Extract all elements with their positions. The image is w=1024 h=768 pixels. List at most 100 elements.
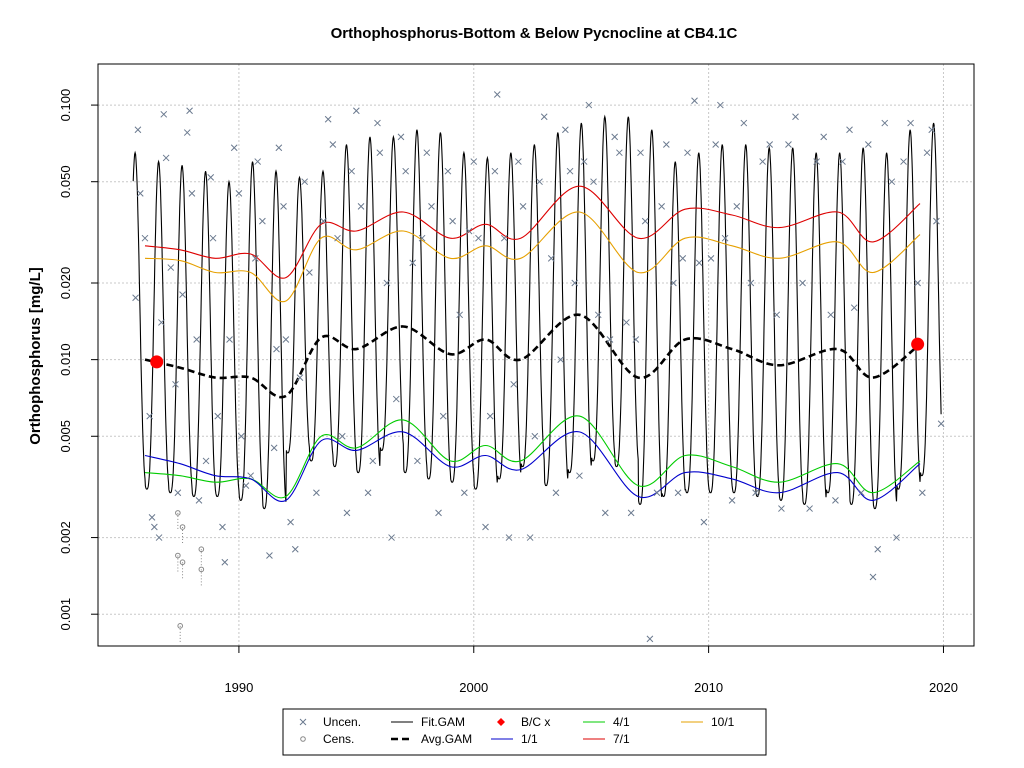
- legend-label: 4/1: [613, 715, 630, 729]
- legend: Uncen. Cens. Fit.GAM Avg.GAM B/C x 1/1 4/1 7/1 1…: [282, 708, 767, 756]
- legend-label: 10/1: [711, 715, 735, 729]
- point-uncen: [146, 412, 154, 420]
- point-uncen: [799, 279, 806, 287]
- point-uncen: [662, 141, 670, 148]
- point-uncen: [928, 126, 936, 134]
- point-uncen: [611, 133, 619, 141]
- point-uncen: [907, 119, 914, 127]
- point-uncen: [850, 304, 858, 312]
- point-uncen: [306, 269, 313, 276]
- legend-label: Avg.GAM: [421, 732, 472, 746]
- point-uncen: [179, 291, 186, 299]
- point-uncen: [778, 505, 785, 512]
- point-uncen: [515, 158, 522, 165]
- y-tick-label: 0.010: [58, 343, 73, 376]
- legend-item-cens: Cens.: [300, 732, 354, 746]
- point-uncen: [414, 457, 421, 465]
- point-uncen: [291, 545, 299, 553]
- point-uncen: [557, 356, 565, 363]
- y-tick-label: 0.002: [58, 521, 73, 554]
- point-uncen: [670, 279, 677, 287]
- point-uncen: [491, 167, 499, 175]
- y-tick-label: 0.001: [58, 598, 73, 631]
- point-uncen: [646, 635, 654, 643]
- legend-label: Fit.GAM: [421, 715, 465, 729]
- point-uncen: [374, 119, 381, 127]
- point-uncen: [923, 149, 931, 157]
- point-uncen: [531, 432, 539, 440]
- point-uncen: [195, 497, 203, 504]
- y-tick-label: 0.100: [58, 89, 73, 122]
- point-uncen: [601, 509, 609, 517]
- point-bc: [150, 355, 164, 369]
- legend-item-avg: Avg.GAM: [391, 732, 472, 746]
- point-uncen: [594, 311, 602, 319]
- point-uncen: [418, 234, 426, 242]
- point-uncen: [632, 336, 640, 343]
- point-uncen: [627, 509, 635, 517]
- point-uncen: [857, 489, 865, 497]
- point-uncen: [188, 190, 196, 197]
- point-uncen: [510, 380, 518, 388]
- point-uncen: [296, 374, 304, 381]
- point-uncen: [482, 523, 489, 531]
- point-uncen: [766, 141, 774, 148]
- point-uncen: [869, 573, 877, 581]
- point-uncen: [827, 311, 835, 319]
- point-uncen: [214, 412, 222, 420]
- point-uncen: [251, 254, 259, 262]
- point-uncen: [641, 217, 649, 225]
- point-uncen: [914, 279, 921, 287]
- point-uncen: [712, 141, 720, 148]
- point-uncen: [679, 254, 687, 262]
- point-uncen: [221, 558, 229, 566]
- legend-item-oct: 10/1: [681, 715, 735, 729]
- points-layer: [132, 91, 945, 643]
- point-uncen: [266, 552, 273, 559]
- legend-symbol: [299, 718, 307, 726]
- point-uncen: [752, 489, 759, 497]
- legend-label: B/C x: [521, 715, 550, 729]
- point-uncen: [388, 534, 395, 541]
- point-uncen: [820, 133, 828, 141]
- axes: 1990 2000 2010 2020 0.001 0.002 0.005 0.010 0.02…: [58, 63, 975, 695]
- point-uncen: [348, 167, 355, 175]
- legend-item-jan: 1/1: [491, 732, 538, 746]
- point-cens: [179, 559, 186, 566]
- point-uncen: [590, 178, 597, 186]
- point-cens: [175, 552, 181, 559]
- point-uncen: [301, 178, 309, 186]
- point-uncen: [259, 217, 266, 225]
- point-bc: [911, 337, 925, 351]
- point-uncen: [717, 101, 724, 109]
- point-uncen: [219, 523, 226, 531]
- point-uncen: [684, 149, 691, 157]
- chart-title: Orthophosphorus-Bottom & Below Pycnoclin…: [331, 25, 738, 42]
- series-oct: [144, 211, 921, 303]
- point-uncen: [397, 133, 405, 141]
- point-uncen: [235, 190, 243, 197]
- point-uncen: [526, 534, 534, 541]
- x-tick-label: 2010: [694, 680, 723, 695]
- point-uncen: [320, 217, 327, 225]
- point-uncen: [392, 395, 400, 403]
- point-uncen: [230, 144, 238, 152]
- point-uncen: [606, 336, 614, 343]
- point-uncen: [247, 472, 255, 480]
- point-uncen: [759, 158, 766, 165]
- point-uncen: [287, 518, 294, 526]
- point-uncen: [500, 234, 508, 242]
- point-uncen: [376, 149, 384, 157]
- point-uncen: [547, 254, 555, 262]
- point-uncen: [888, 178, 896, 186]
- point-uncen: [585, 101, 593, 109]
- point-uncen: [566, 167, 574, 175]
- point-uncen: [444, 167, 452, 175]
- point-cens: [198, 566, 205, 573]
- point-uncen: [461, 489, 468, 497]
- point-uncen: [728, 497, 736, 504]
- point-uncen: [193, 336, 200, 343]
- legend-item-jul: 7/1: [583, 732, 630, 746]
- point-uncen: [806, 505, 813, 512]
